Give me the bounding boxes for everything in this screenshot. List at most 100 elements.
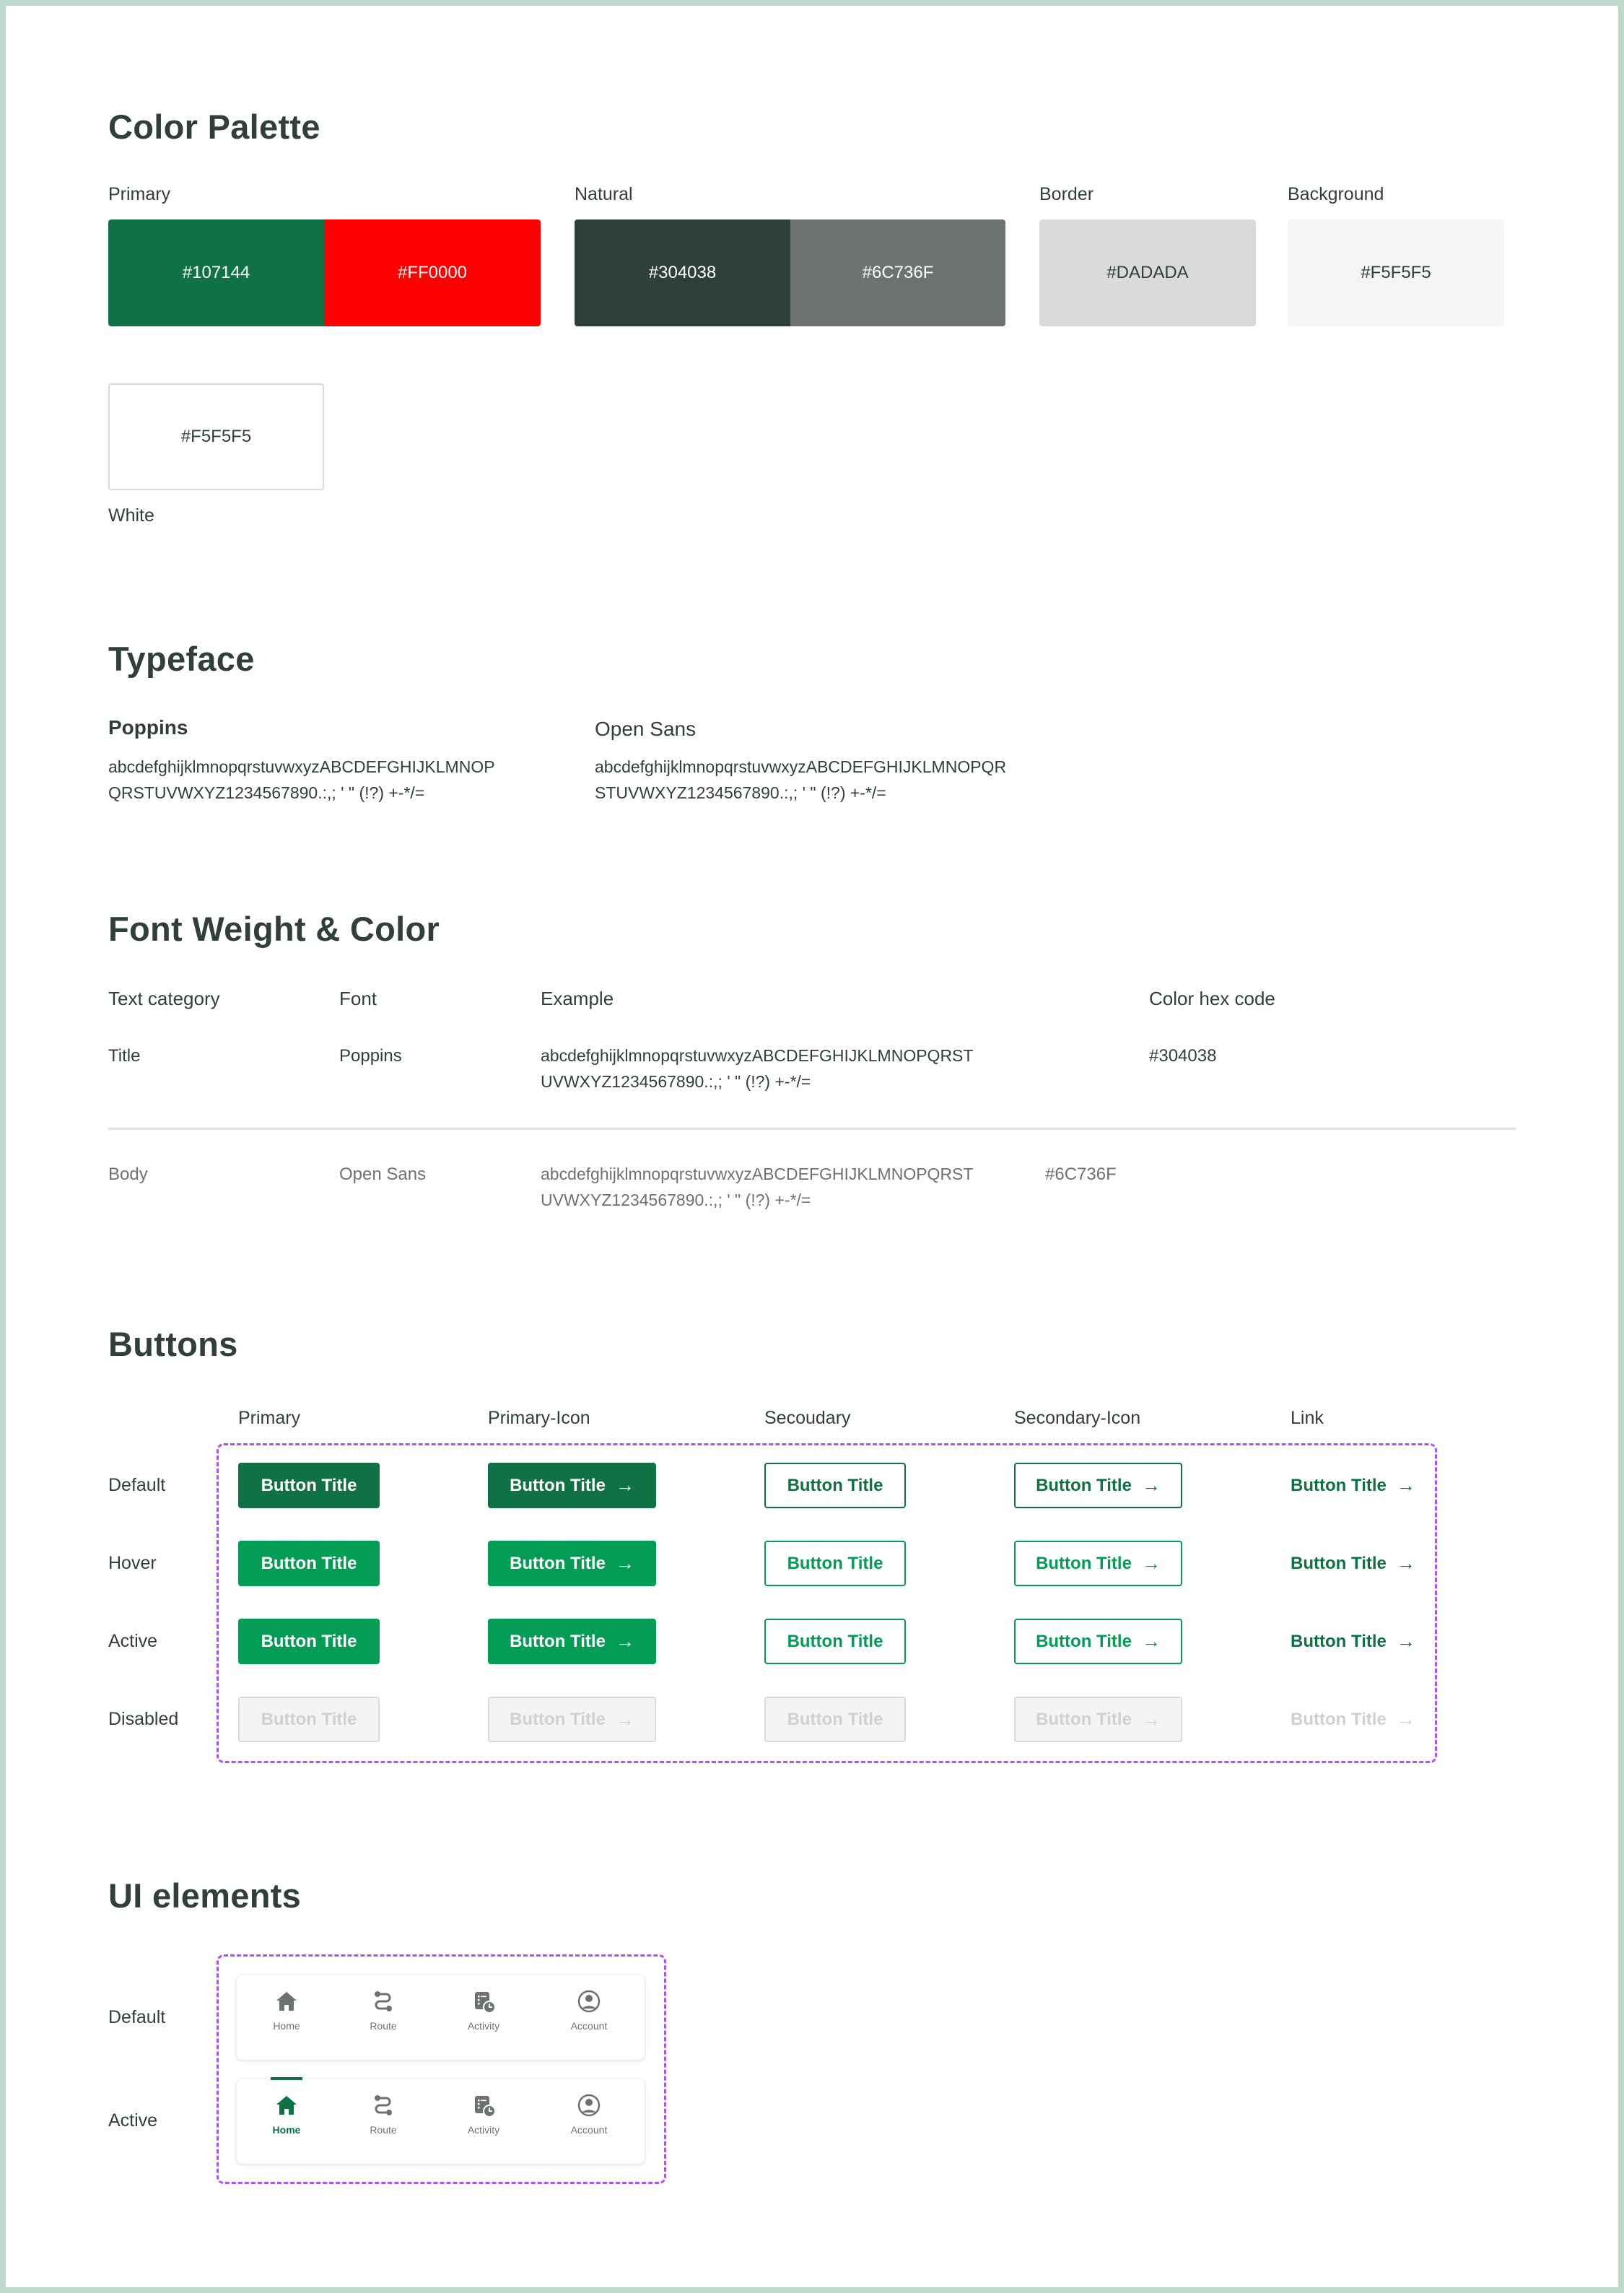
color-swatch-white: #F5F5F5 bbox=[108, 383, 324, 490]
button-state-label: Default bbox=[108, 1475, 166, 1495]
section-title-color-palette: Color Palette bbox=[108, 108, 320, 146]
button-label: Button Title bbox=[510, 1631, 606, 1651]
buttons-dashed-frame bbox=[217, 1443, 1437, 1763]
table-header: Font bbox=[339, 988, 377, 1009]
swatch-group-label: Natural bbox=[575, 184, 633, 204]
account-icon bbox=[577, 1990, 601, 2013]
table-header: Text category bbox=[108, 988, 220, 1009]
row-category: Title bbox=[108, 1046, 141, 1066]
row-example: abcdefghijklmnopqrstuvwxyzABCDEFGHIJKLMN… bbox=[541, 1043, 973, 1095]
secondary-button-disabled[interactable]: Button Title bbox=[764, 1697, 906, 1742]
sample-line: abcdefghijklmnopqrstuvwxyzABCDEFGHIJKLMN… bbox=[541, 1046, 974, 1065]
font-sample-poppins: abcdefghijklmnopqrstuvwxyzABCDEFGHIJKLMN… bbox=[108, 754, 495, 806]
button-state-label: Disabled bbox=[108, 1709, 179, 1729]
section-title-typeface: Typeface bbox=[108, 640, 255, 678]
font-name-poppins: Poppins bbox=[108, 716, 188, 739]
sample-line: abcdefghijklmnopqrstuvwxyzABCDEFGHIJKLMN… bbox=[541, 1165, 974, 1183]
color-swatch-primary: #107144 bbox=[108, 219, 324, 326]
section-title-font-weight: Font Weight & Color bbox=[108, 910, 440, 948]
row-font: Open Sans bbox=[339, 1165, 427, 1184]
font-sample-open-sans: abcdefghijklmnopqrstuvwxyzABCDEFGHIJKLMN… bbox=[595, 754, 1006, 806]
nav-item-home[interactable]: Home bbox=[243, 2092, 330, 2136]
secondary-button-hover[interactable]: Button Title bbox=[764, 1541, 906, 1586]
link-button-disabled[interactable]: Button Title → bbox=[1291, 1697, 1415, 1742]
secondary-button-active[interactable]: Button Title bbox=[764, 1619, 906, 1664]
nav-item-label: Route bbox=[370, 2020, 397, 2032]
button-label: Button Title bbox=[510, 1475, 606, 1495]
state-label: Default bbox=[108, 2007, 166, 2027]
color-swatch-natural-gray: #6C736F bbox=[790, 219, 1005, 326]
link-button-hover[interactable]: Button Title → bbox=[1291, 1541, 1415, 1586]
primary-button-hover[interactable]: Button Title bbox=[238, 1541, 380, 1586]
nav-item-label: Activity bbox=[467, 2124, 500, 2136]
button-state-label: Active bbox=[108, 1631, 158, 1651]
sample-line: STUVWXYZ1234567890.:,; ' " (!?) +-*/= bbox=[595, 783, 886, 802]
nav-item-home[interactable]: Home bbox=[243, 1988, 330, 2032]
sample-line: UVWXYZ1234567890.:,; ' " (!?) +-*/= bbox=[541, 1191, 811, 1209]
color-swatch-red: #FF0000 bbox=[324, 219, 541, 326]
nav-item-activity[interactable]: Activity bbox=[440, 2092, 527, 2136]
button-label: Button Title bbox=[510, 1709, 606, 1729]
primary-icon-button-hover[interactable]: Button Title → bbox=[488, 1541, 656, 1586]
state-label: Active bbox=[108, 2110, 158, 2131]
button-column-header: Secoudary bbox=[764, 1408, 851, 1428]
arrow-right-icon: → bbox=[615, 1630, 634, 1652]
active-indicator bbox=[271, 2077, 302, 2080]
nav-item-label: Account bbox=[570, 2020, 608, 2032]
font-name-open-sans: Open Sans bbox=[595, 718, 697, 740]
button-label: Button Title bbox=[1291, 1553, 1387, 1573]
secondary-icon-button-default[interactable]: Button Title → bbox=[1014, 1463, 1182, 1508]
button-column-header: Secondary-Icon bbox=[1014, 1408, 1141, 1428]
primary-icon-button-default[interactable]: Button Title → bbox=[488, 1463, 656, 1508]
arrow-right-icon: → bbox=[1396, 1474, 1415, 1496]
button-column-header: Link bbox=[1291, 1408, 1324, 1428]
link-button-active[interactable]: Button Title → bbox=[1291, 1619, 1415, 1664]
nav-item-route[interactable]: Route bbox=[340, 2092, 427, 2136]
button-label: Button Title bbox=[787, 1709, 883, 1729]
arrow-right-icon: → bbox=[1396, 1708, 1415, 1730]
arrow-right-icon: → bbox=[1141, 1552, 1161, 1574]
row-hex: #6C736F bbox=[1045, 1165, 1117, 1184]
primary-icon-button-disabled[interactable]: Button Title → bbox=[488, 1697, 656, 1742]
arrow-right-icon: → bbox=[1396, 1552, 1415, 1574]
button-label: Button Title bbox=[1036, 1709, 1132, 1729]
nav-item-account[interactable]: Account bbox=[546, 2092, 632, 2136]
nav-item-label: Route bbox=[370, 2124, 397, 2136]
button-label: Button Title bbox=[1291, 1709, 1387, 1729]
divider bbox=[108, 1128, 1516, 1130]
bottom-nav-active: Home Route Activity Account bbox=[237, 2077, 645, 2164]
arrow-right-icon: → bbox=[615, 1552, 634, 1574]
section-title-ui-elements: UI elements bbox=[108, 1876, 302, 1915]
nav-item-activity[interactable]: Activity bbox=[440, 1988, 527, 2032]
sample-line: abcdefghijklmnopqrstuvwxyzABCDEFGHIJKLMN… bbox=[595, 757, 1007, 776]
nav-item-account[interactable]: Account bbox=[546, 1988, 632, 2032]
primary-button-active[interactable]: Button Title bbox=[238, 1619, 380, 1664]
button-column-header: Primary-Icon bbox=[488, 1408, 590, 1428]
primary-icon-button-active[interactable]: Button Title → bbox=[488, 1619, 656, 1664]
arrow-right-icon: → bbox=[1141, 1708, 1161, 1730]
color-swatch-border: #DADADA bbox=[1039, 219, 1256, 326]
activity-icon bbox=[475, 2096, 496, 2118]
secondary-button-default[interactable]: Button Title bbox=[764, 1463, 906, 1508]
swatch-label-white: White bbox=[108, 505, 154, 526]
secondary-icon-button-disabled[interactable]: Button Title → bbox=[1014, 1697, 1182, 1742]
link-button-default[interactable]: Button Title → bbox=[1291, 1463, 1415, 1508]
route-icon bbox=[375, 1991, 392, 2011]
arrow-right-icon: → bbox=[1141, 1630, 1161, 1652]
sample-line: abcdefghijklmnopqrstuvwxyzABCDEFGHIJKLMN… bbox=[108, 757, 495, 776]
button-label: Button Title bbox=[787, 1631, 883, 1651]
account-icon bbox=[577, 2094, 601, 2117]
button-label: Button Title bbox=[261, 1709, 357, 1729]
primary-button-disabled[interactable]: Button Title bbox=[238, 1697, 380, 1742]
secondary-icon-button-hover[interactable]: Button Title → bbox=[1014, 1541, 1182, 1586]
button-label: Button Title bbox=[261, 1553, 357, 1573]
secondary-icon-button-active[interactable]: Button Title → bbox=[1014, 1619, 1182, 1664]
row-example: abcdefghijklmnopqrstuvwxyzABCDEFGHIJKLMN… bbox=[541, 1161, 973, 1213]
color-swatch-natural-dark: #304038 bbox=[575, 219, 790, 326]
color-swatch-background: #F5F5F5 bbox=[1288, 219, 1504, 326]
nav-item-route[interactable]: Route bbox=[340, 1988, 427, 2032]
sample-line: QRSTUVWXYZ1234567890.:,; ' " (!?) +-*/= bbox=[108, 783, 425, 802]
swatch-group-label: Border bbox=[1039, 184, 1094, 204]
primary-button-default[interactable]: Button Title bbox=[238, 1463, 380, 1508]
